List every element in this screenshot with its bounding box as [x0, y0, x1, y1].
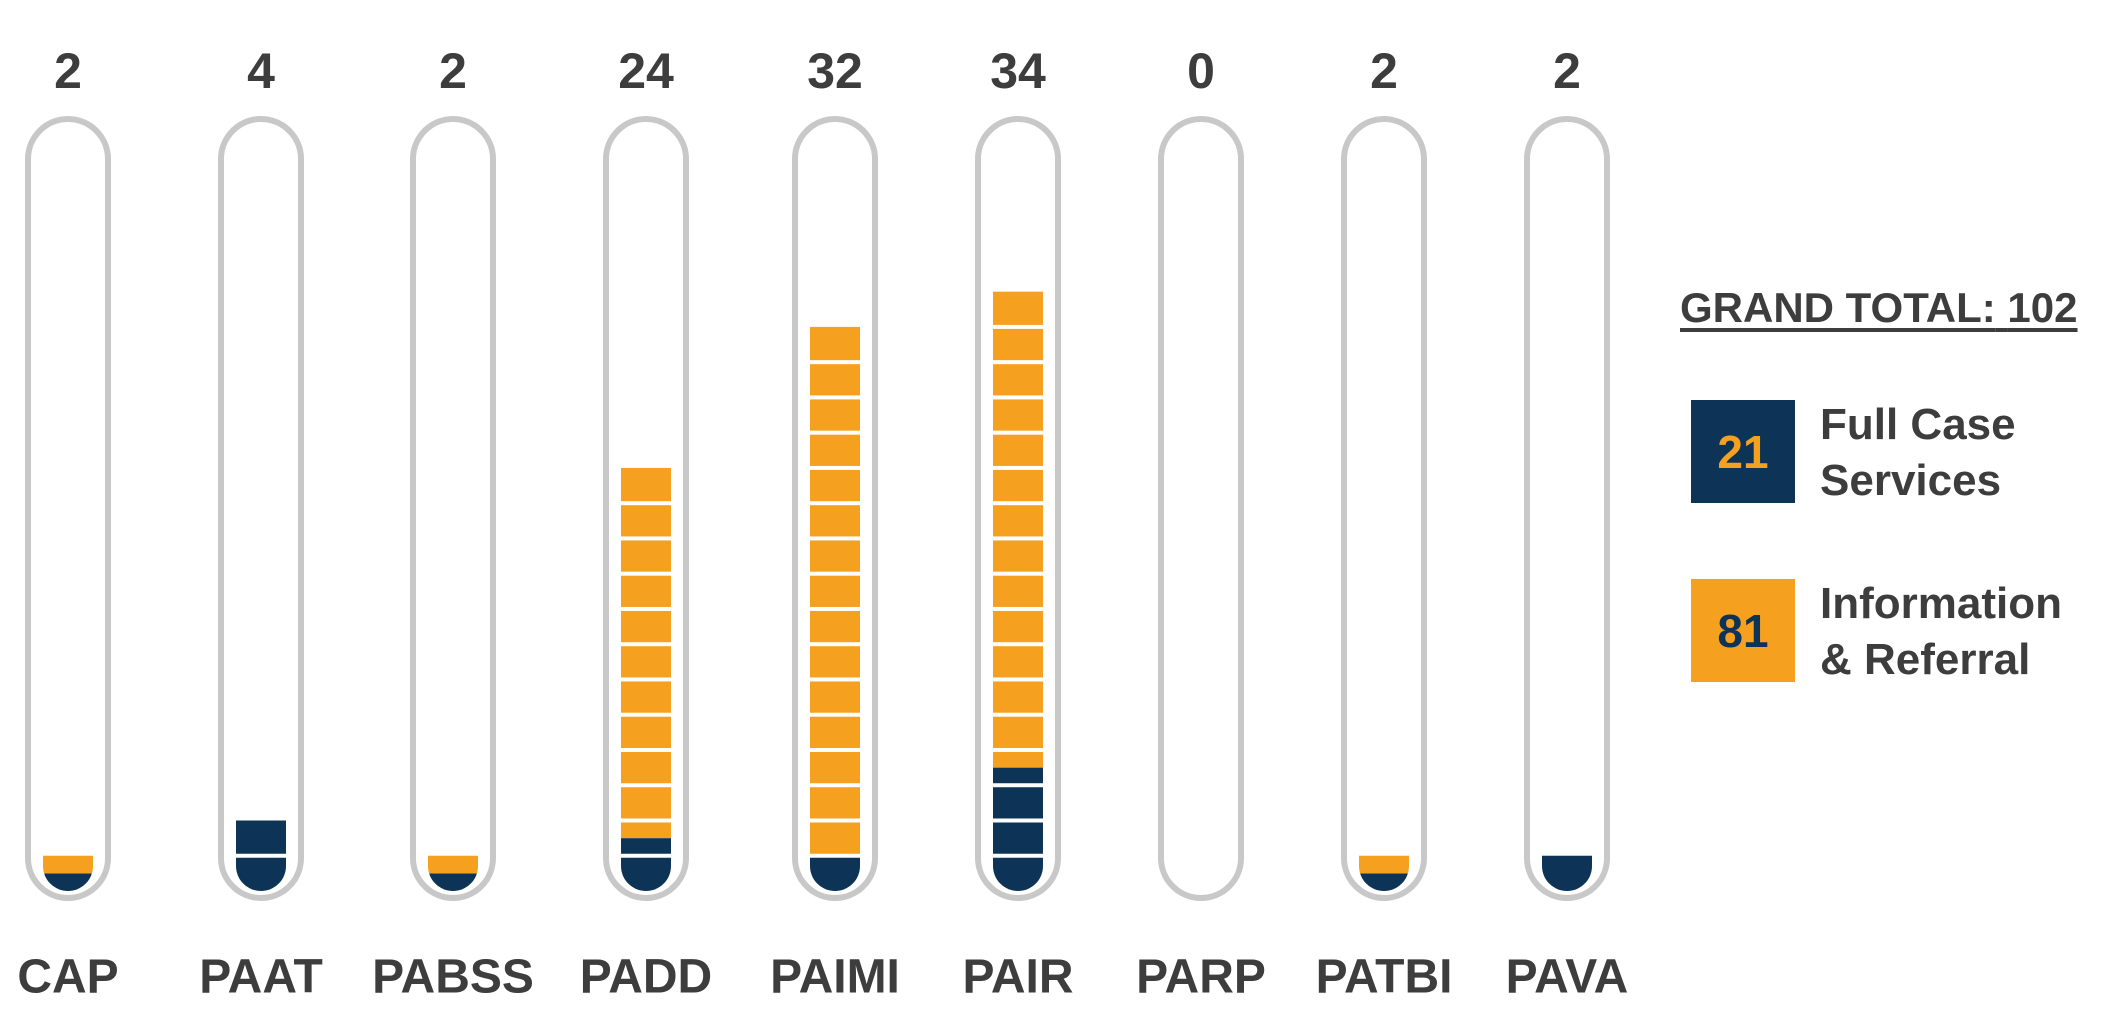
total-label: 2	[54, 43, 82, 99]
stack	[236, 820, 286, 891]
total-label: 24	[618, 43, 674, 99]
segment-gap	[993, 747, 1043, 752]
segment	[1359, 873, 1409, 891]
grand-total-label: GRAND TOTAL:	[1680, 284, 1996, 331]
total-label: 32	[807, 43, 863, 99]
segment-gap	[621, 783, 671, 788]
segment-gap	[993, 606, 1043, 611]
stack	[621, 467, 671, 891]
total-label: 2	[1370, 43, 1398, 99]
stack	[810, 326, 860, 891]
segment-gap	[993, 465, 1043, 470]
segment-gap	[810, 430, 860, 435]
segment-gap	[810, 571, 860, 576]
segment	[43, 873, 93, 891]
stack	[43, 855, 93, 891]
segment-gap	[621, 606, 671, 611]
category-label: PAAT	[199, 951, 323, 1004]
segment-gap	[993, 818, 1043, 823]
segment-gap	[993, 536, 1043, 541]
total-label: 2	[1553, 43, 1581, 99]
grand-total-value: 102	[2007, 284, 2078, 331]
segment-gap	[621, 536, 671, 541]
legend-label: Information & Referral	[1820, 579, 2062, 684]
legend-label: Full Case Services	[1820, 400, 2016, 505]
segment	[621, 838, 671, 891]
grand-total: GRAND TOTAL: 102	[1680, 284, 2078, 332]
segment-gap	[993, 324, 1043, 329]
segment-gap	[993, 360, 1043, 365]
tube	[1524, 116, 1610, 901]
category-label: PATBI	[1316, 951, 1453, 1004]
segment	[1359, 855, 1409, 874]
segment-gap	[621, 818, 671, 823]
segment-gap	[810, 818, 860, 823]
category-label: PAIMI	[770, 951, 900, 1004]
stack	[993, 291, 1043, 891]
segment-gap	[236, 853, 286, 858]
segment-gap	[621, 853, 671, 858]
tube	[410, 116, 496, 901]
stack	[428, 855, 478, 891]
segment	[993, 767, 1043, 891]
segment-gap	[993, 783, 1043, 788]
category-label: PARP	[1136, 951, 1266, 1004]
total-label: 34	[990, 43, 1046, 99]
segment	[428, 873, 478, 891]
legend-swatch: 81	[1691, 579, 1795, 682]
segment-gap	[993, 677, 1043, 682]
legend-swatch: 21	[1691, 400, 1795, 503]
segment	[810, 326, 860, 856]
segment-gap	[810, 501, 860, 506]
segment-gap	[810, 853, 860, 858]
segment-gap	[993, 642, 1043, 647]
segment-gap	[993, 395, 1043, 400]
segment-gap	[993, 501, 1043, 506]
segment-gap	[810, 395, 860, 400]
segment-gap	[810, 360, 860, 365]
segment-gap	[810, 642, 860, 647]
tube	[1158, 116, 1244, 901]
segment-gap	[993, 853, 1043, 858]
category-label: PAVA	[1506, 951, 1629, 1004]
segment-gap	[810, 783, 860, 788]
segment-gap	[621, 571, 671, 576]
segment-gap	[621, 642, 671, 647]
total-label: 2	[439, 43, 467, 99]
segment	[621, 467, 671, 839]
segment-gap	[810, 606, 860, 611]
segment-gap	[810, 536, 860, 541]
total-label: 0	[1187, 43, 1215, 99]
segment-gap	[993, 430, 1043, 435]
category-label: PABSS	[372, 951, 534, 1004]
tube	[25, 116, 111, 901]
stack	[1359, 855, 1409, 891]
segment-gap	[810, 677, 860, 682]
segment-gap	[621, 712, 671, 717]
category-label: PADD	[580, 951, 712, 1004]
segment	[428, 855, 478, 874]
segment-gap	[993, 571, 1043, 576]
segment-gap	[621, 501, 671, 506]
segment-gap	[810, 465, 860, 470]
total-label: 4	[247, 43, 275, 99]
segment	[993, 291, 1043, 768]
tube	[218, 116, 304, 901]
segment-gap	[810, 747, 860, 752]
tube	[1341, 116, 1427, 901]
segment-gap	[621, 677, 671, 682]
segment-gap	[621, 747, 671, 752]
category-label: PAIR	[962, 951, 1073, 1004]
segment-gap	[810, 712, 860, 717]
segment	[43, 855, 93, 874]
segment-gap	[993, 712, 1043, 717]
category-label: CAP	[17, 951, 118, 1004]
